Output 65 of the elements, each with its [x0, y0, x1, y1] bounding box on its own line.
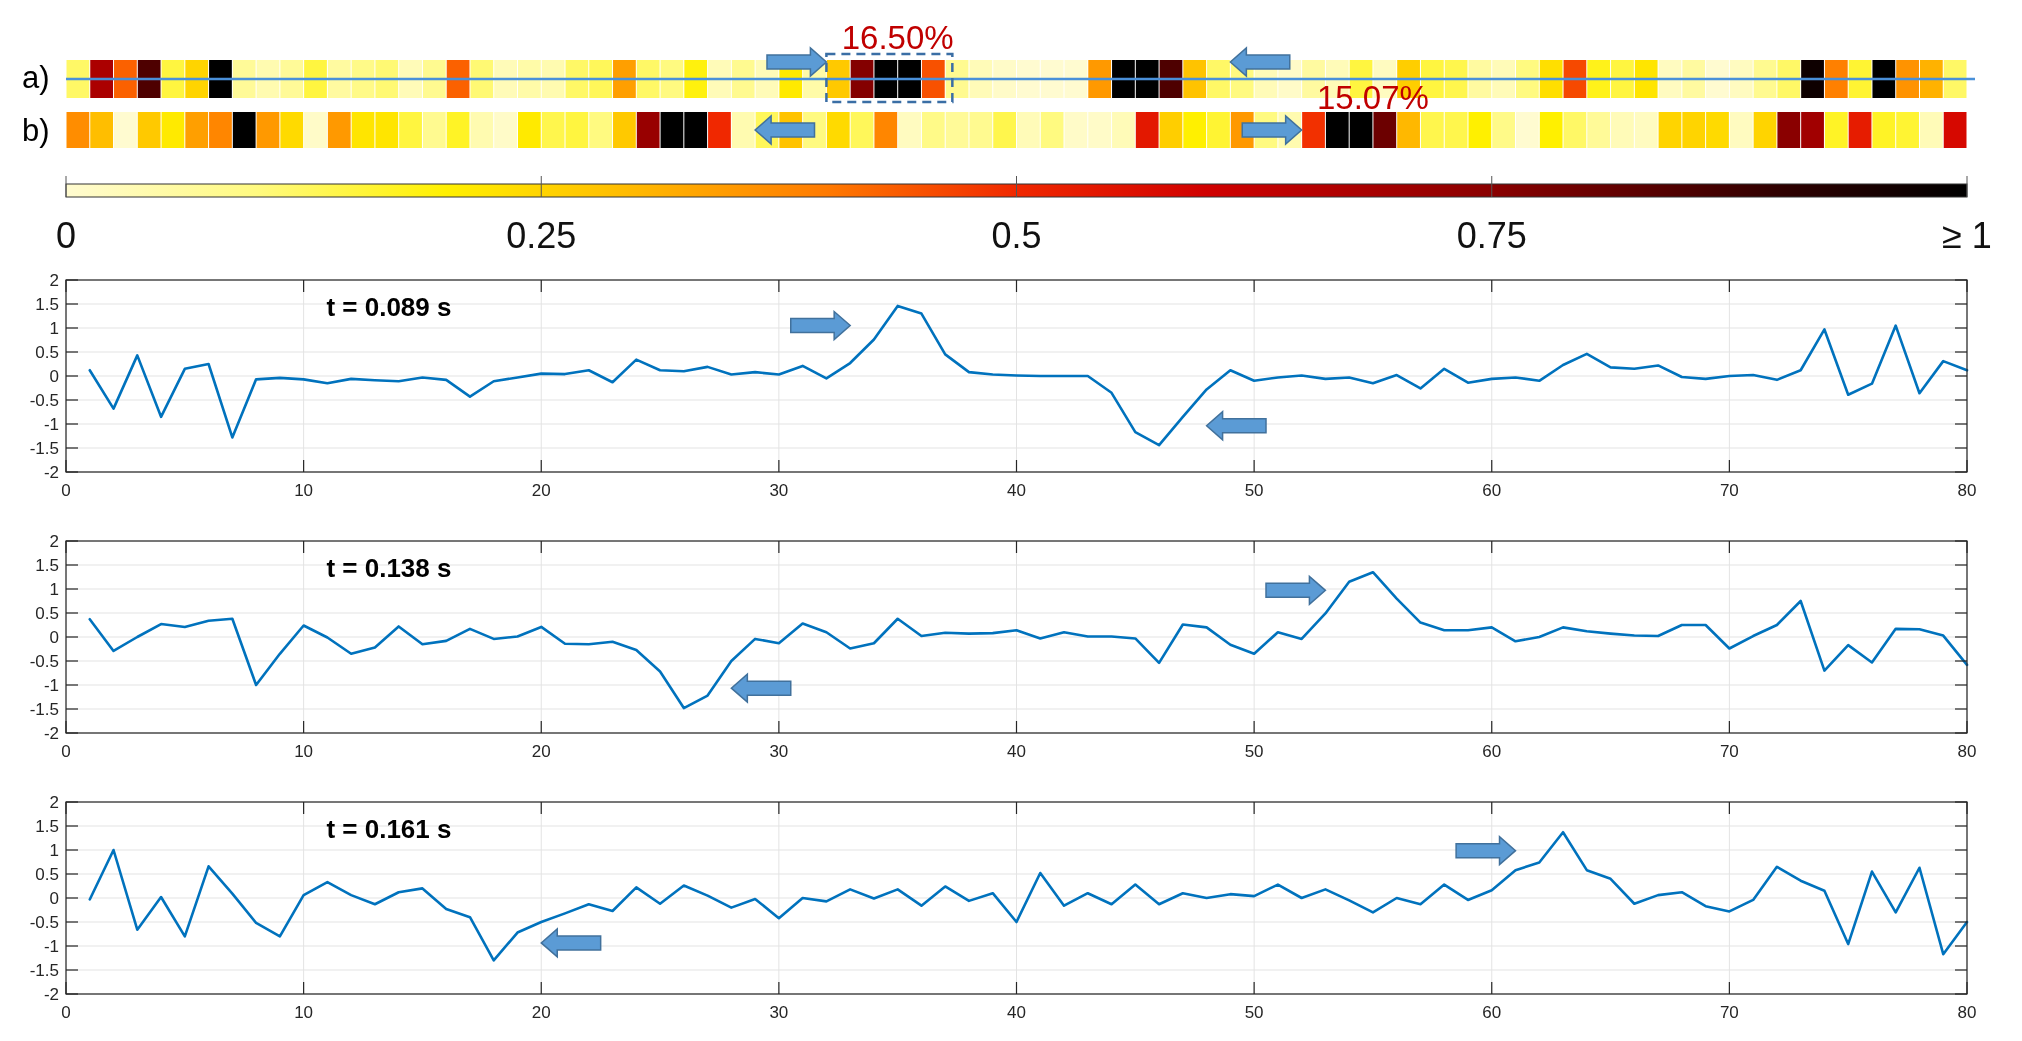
x-tick-label: 10	[294, 742, 314, 761]
y-tick-label: 1.5	[35, 555, 59, 575]
x-tick-label: 80	[1957, 481, 1977, 500]
x-tick-label: 50	[1244, 481, 1264, 500]
y-tick-label: 1.5	[35, 294, 59, 314]
x-tick-label: 40	[1007, 1003, 1026, 1022]
x-tick-label: 30	[769, 742, 789, 761]
color-bar-label: 0.75	[1456, 215, 1527, 256]
y-tick-label: 0	[49, 366, 59, 386]
x-tick-label: 70	[1719, 1003, 1739, 1022]
x-tick-label: 50	[1244, 1003, 1264, 1022]
x-tick-label: 0	[61, 742, 71, 761]
y-tick-label: -1.5	[29, 699, 59, 719]
color-bar-label: ≥ 1	[1942, 215, 1992, 256]
color-bar-label: 0.25	[506, 215, 577, 256]
x-tick-label: 80	[1957, 1003, 1977, 1022]
x-tick-label: 20	[531, 742, 551, 761]
x-tick-label: 40	[1007, 742, 1026, 761]
y-tick-label: 2	[49, 270, 59, 290]
x-tick-label: 20	[531, 1003, 551, 1022]
y-tick-label: -1.5	[29, 960, 59, 980]
y-tick-label: 0.5	[35, 864, 59, 884]
y-tick-label: 0.5	[35, 603, 59, 623]
y-tick-label: 1.5	[35, 816, 59, 836]
y-tick-label: 0.5	[35, 342, 59, 362]
y-tick-label: 1	[49, 840, 59, 860]
x-tick-label: 0	[61, 1003, 71, 1022]
y-tick-label: 1	[49, 579, 59, 599]
y-tick-label: 0	[49, 627, 59, 647]
y-tick-label: 2	[49, 792, 59, 812]
x-tick-label: 60	[1482, 481, 1502, 500]
y-tick-label: -2	[43, 723, 59, 743]
x-tick-label: 70	[1719, 742, 1739, 761]
y-tick-label: -0.5	[29, 390, 59, 410]
annotation: t = 0.089 s	[326, 292, 452, 322]
x-tick-label: 10	[294, 1003, 314, 1022]
annotation: t = 0.161 s	[326, 814, 452, 844]
y-tick-label: -1	[43, 414, 59, 434]
annotation: t = 0.138 s	[326, 553, 452, 583]
y-tick-label: a)	[22, 60, 50, 95]
y-tick-label: 1	[49, 318, 59, 338]
x-tick-label: 40	[1007, 481, 1026, 500]
y-tick-label: 2	[49, 531, 59, 551]
x-tick-label: 60	[1482, 1003, 1502, 1022]
y-tick-label: -2	[43, 984, 59, 1004]
y-tick-label: 0	[49, 888, 59, 908]
x-tick-label: 30	[769, 1003, 789, 1022]
x-tick-label: 30	[769, 481, 789, 500]
x-tick-label: 0	[61, 481, 71, 500]
color-bar-label: 0.5	[991, 215, 1042, 256]
x-tick-label: 20	[531, 481, 551, 500]
annotation: 16.50%	[841, 19, 954, 56]
x-tick-label: 50	[1244, 742, 1264, 761]
y-tick-label: b)	[22, 113, 50, 148]
y-tick-label: -0.5	[29, 912, 59, 932]
y-tick-label: -0.5	[29, 651, 59, 671]
y-tick-label: -2	[43, 462, 59, 482]
x-tick-label: 60	[1482, 742, 1502, 761]
annotation: 15.07%	[1316, 79, 1429, 116]
y-tick-label: -1	[43, 936, 59, 956]
x-tick-label: 70	[1719, 481, 1739, 500]
y-tick-label: -1	[43, 675, 59, 695]
y-tick-label: -1.5	[29, 438, 59, 458]
x-tick-label: 80	[1957, 742, 1977, 761]
x-tick-label: 10	[294, 481, 314, 500]
